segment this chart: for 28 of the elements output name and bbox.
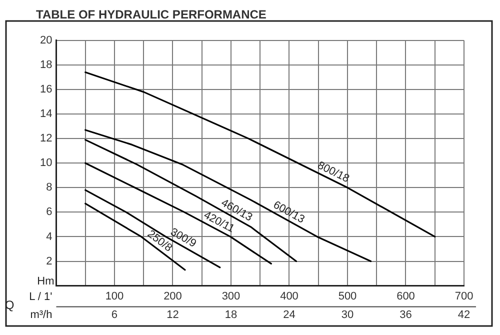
x2-tick-label: 36 bbox=[400, 308, 412, 321]
x2-tick-label: 42 bbox=[458, 308, 470, 321]
x2-tick-label: 30 bbox=[341, 308, 354, 321]
x2-axis-title: m³/h bbox=[30, 308, 52, 321]
x-tick-label: 300 bbox=[222, 290, 240, 302]
x2-tick-label: 18 bbox=[224, 308, 238, 321]
chart-title: TABLE OF HYDRAULIC PERFORMANCE bbox=[36, 8, 266, 22]
x2-tick-label: 6 bbox=[111, 308, 118, 321]
x-axis-title: L / 1' bbox=[29, 290, 52, 303]
x-tick-label: 500 bbox=[338, 290, 357, 302]
x-tick-label: 200 bbox=[164, 290, 182, 302]
y-tick-label: 12 bbox=[40, 132, 52, 145]
y-tick-label: 18 bbox=[40, 58, 52, 71]
y-tick-label: 14 bbox=[40, 108, 52, 120]
y-tick-label: 2 bbox=[46, 255, 52, 268]
y-tick-label: 6 bbox=[46, 206, 52, 218]
x-tick-label: 400 bbox=[280, 290, 298, 302]
y-tick-label: 20 bbox=[40, 34, 52, 46]
y-tick-label: 10 bbox=[40, 157, 52, 170]
y-tick-label: 16 bbox=[40, 84, 52, 96]
x-tick-label: 700 bbox=[454, 290, 474, 302]
y-tick-label: 8 bbox=[46, 182, 52, 194]
x-tick-label: 100 bbox=[105, 290, 124, 302]
x2-tick-label: 24 bbox=[283, 308, 296, 321]
y-axis-title: Hm bbox=[37, 275, 54, 288]
x2-tick-label: 12 bbox=[166, 308, 179, 321]
y-tick-label: 4 bbox=[46, 230, 52, 243]
x-tick-label: 600 bbox=[396, 290, 415, 302]
